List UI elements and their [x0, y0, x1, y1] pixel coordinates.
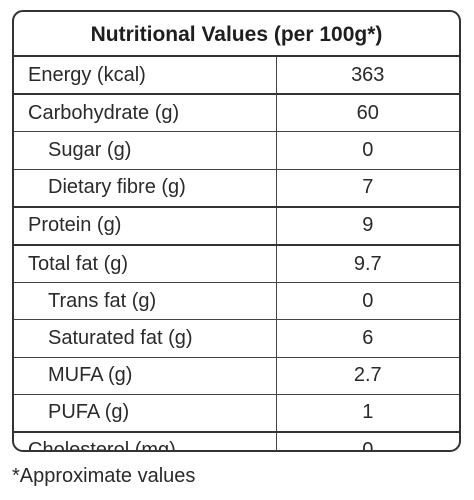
row-value: 9: [276, 206, 459, 246]
row-mufa: MUFA (g) 2.7: [14, 357, 459, 395]
row-label: Total fat (g): [14, 244, 277, 284]
nutrition-grid: Energy (kcal) 363 Carbohydrate (g) 60 Su…: [14, 57, 459, 452]
row-value: 0: [276, 282, 459, 321]
row-label: Dietary fibre (g): [14, 169, 277, 208]
row-value: 2.7: [276, 357, 459, 395]
nutrition-table: Nutritional Values (per 100g*) Energy (k…: [12, 10, 461, 452]
row-total-fat: Total fat (g) 9.7: [14, 244, 459, 284]
row-cholesterol: Cholesterol (mg) 0: [14, 431, 459, 452]
row-carbohydrate: Carbohydrate (g) 60: [14, 94, 459, 133]
row-sugar: Sugar (g) 0: [14, 131, 459, 170]
row-energy: Energy (kcal) 363: [14, 57, 459, 96]
row-value: 1: [276, 394, 459, 433]
table-title: Nutritional Values (per 100g*): [14, 12, 459, 57]
row-protein: Protein (g) 9: [14, 206, 459, 246]
row-value: 60: [276, 94, 459, 133]
row-label: PUFA (g): [14, 394, 277, 433]
row-value: 0: [362, 439, 374, 452]
row-label: MUFA (g): [14, 357, 277, 395]
row-label: Saturated fat (g): [14, 319, 277, 358]
row-value: 9.7: [276, 244, 459, 284]
row-label: Sugar (g): [14, 131, 277, 170]
row-label: Protein (g): [14, 206, 277, 246]
row-trans-fat: Trans fat (g) 0: [14, 282, 459, 321]
row-value: 363: [276, 57, 459, 96]
row-saturated-fat: Saturated fat (g) 6: [14, 319, 459, 358]
row-pufa: PUFA (g) 1: [14, 394, 459, 433]
row-label: Carbohydrate (g): [14, 94, 277, 133]
row-value: 7: [276, 169, 459, 208]
row-label: Cholesterol (mg): [14, 431, 277, 450]
row-label: Energy (kcal): [14, 57, 277, 96]
row-label: Trans fat (g): [14, 282, 277, 321]
row-value: 0: [276, 131, 459, 170]
row-value: 6: [276, 319, 459, 358]
row-dietary-fibre: Dietary fibre (g) 7: [14, 169, 459, 208]
footnote: *Approximate values: [12, 465, 196, 487]
